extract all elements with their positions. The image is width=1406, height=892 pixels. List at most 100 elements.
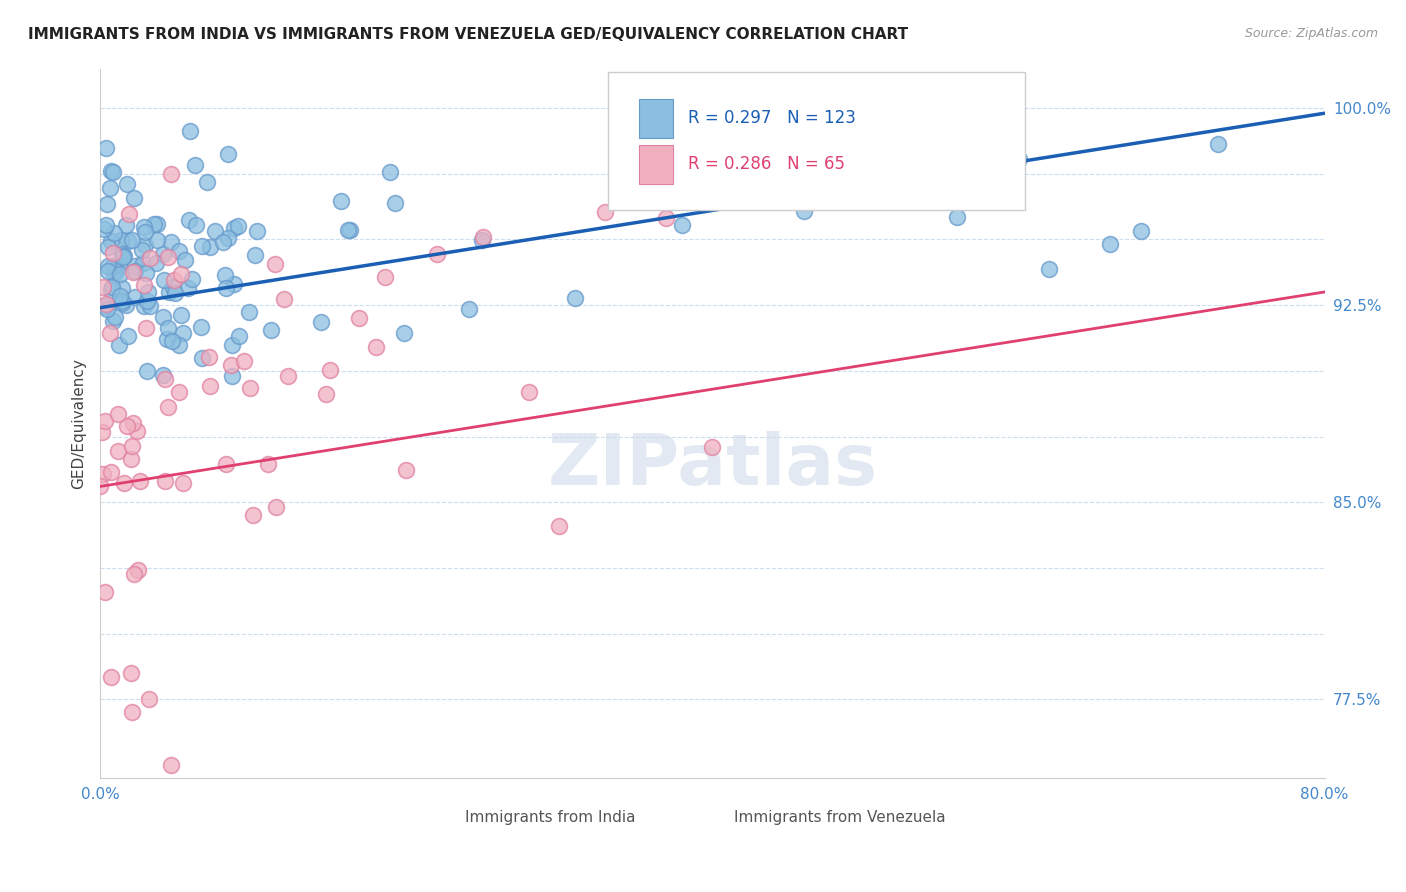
Point [103,314,125,328]
Point [101,259,124,273]
Text: IMMIGRANTS FROM INDIA VS IMMIGRANTS FROM VENEZUELA GED/EQUIVALENCY CORRELATION C: IMMIGRANTS FROM INDIA VS IMMIGRANTS FROM… [28,27,908,42]
Point [121,439,143,453]
Point [93,467,115,481]
Point [100,164,122,178]
Point [172,326,194,340]
Point [162,280,184,294]
Point [731,118,754,132]
Point [127,424,149,438]
Point [118,207,141,221]
Point [117,329,139,343]
Point [319,363,342,377]
Point [124,260,146,274]
Point [239,380,262,394]
Point [159,167,181,181]
Point [671,218,693,232]
Point [96,141,118,155]
Point [946,210,969,224]
Point [884,183,907,197]
Point [179,213,201,227]
Point [160,758,183,772]
Point [94,585,117,599]
Point [132,278,155,293]
Point [245,248,267,262]
Point [339,223,361,237]
Point [177,281,200,295]
FancyBboxPatch shape [638,99,673,137]
Point [121,233,143,247]
Point [103,165,125,179]
Point [115,219,138,233]
Point [122,265,145,279]
Point [108,258,131,272]
Point [100,465,122,479]
Point [426,247,449,261]
Point [1206,137,1229,152]
Point [655,211,678,225]
Point [165,285,187,300]
Point [179,124,201,138]
Point [384,196,406,211]
Point [153,273,176,287]
Point [915,87,938,102]
Point [329,194,352,208]
Point [136,285,159,299]
Point [96,197,118,211]
Point [242,508,264,522]
Point [111,281,134,295]
Point [121,706,143,720]
Point [112,475,135,490]
Point [134,225,156,239]
Point [215,457,238,471]
Point [364,340,387,354]
Point [104,264,127,278]
Point [111,293,134,308]
Point [392,326,415,340]
Point [145,256,167,270]
Text: ZIPatlas: ZIPatlas [547,432,877,500]
Point [204,224,226,238]
Point [217,231,239,245]
Point [136,293,159,308]
Point [226,219,249,233]
Point [115,297,138,311]
Point [136,364,159,378]
Point [702,440,724,454]
Point [1130,223,1153,237]
Point [153,372,176,386]
Point [374,270,396,285]
Point [100,234,122,248]
Point [98,326,121,340]
Point [160,334,183,349]
FancyBboxPatch shape [638,145,673,184]
Point [257,457,280,471]
Point [98,180,121,194]
Point [221,338,243,352]
Point [198,378,221,392]
Point [115,178,138,192]
Point [246,224,269,238]
Point [100,670,122,684]
Point [471,229,494,244]
Point [96,301,118,316]
Point [124,290,146,304]
Point [134,238,156,252]
Point [145,234,167,248]
Point [120,665,142,680]
Point [139,299,162,313]
Point [107,444,129,458]
Point [111,296,134,310]
Point [173,476,195,491]
Point [471,233,494,247]
Point [89,478,111,492]
Point [117,235,139,249]
Point [277,368,299,383]
Point [173,252,195,267]
Point [103,266,125,280]
Point [152,368,174,382]
Point [170,267,193,281]
Point [103,226,125,240]
Point [221,369,243,384]
Point [152,247,174,261]
Point [222,221,245,235]
